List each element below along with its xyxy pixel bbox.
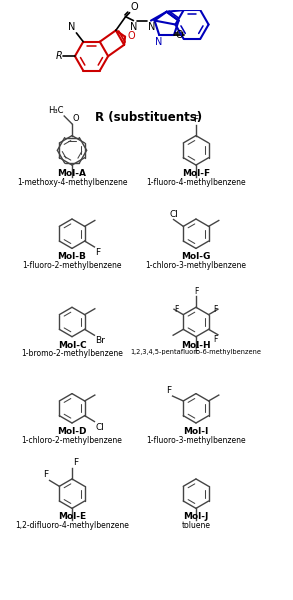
Text: Cl: Cl	[96, 422, 104, 431]
Text: N: N	[68, 22, 75, 32]
Text: Mol-E: Mol-E	[58, 512, 86, 521]
Text: Mol-A: Mol-A	[57, 169, 86, 178]
Text: Mol-G: Mol-G	[181, 253, 211, 262]
Text: 1-fluoro-4-methylbenzene: 1-fluoro-4-methylbenzene	[146, 178, 246, 187]
Text: N: N	[156, 37, 163, 47]
Text: Mol-B: Mol-B	[57, 253, 86, 262]
Text: toluene: toluene	[181, 521, 210, 530]
Text: O: O	[73, 114, 80, 123]
Text: 1-fluoro-2-methylbenzene: 1-fluoro-2-methylbenzene	[22, 261, 122, 270]
Text: Mol-D: Mol-D	[57, 427, 87, 436]
Text: O: O	[175, 30, 183, 40]
Text: 1-methoxy-4-methylbenzene: 1-methoxy-4-methylbenzene	[17, 178, 127, 187]
Text: F: F	[43, 470, 49, 479]
Text: F: F	[214, 335, 218, 344]
Text: F: F	[194, 347, 198, 356]
Text: Mol-J: Mol-J	[183, 512, 209, 521]
Text: Cl: Cl	[169, 209, 178, 218]
Text: 1-chloro-3-methylbenzene: 1-chloro-3-methylbenzene	[145, 261, 246, 270]
Text: F: F	[174, 305, 178, 314]
Text: O: O	[130, 2, 138, 12]
Text: F: F	[214, 305, 218, 314]
Text: H₃C: H₃C	[48, 106, 63, 115]
Text: F: F	[194, 287, 198, 296]
Text: N: N	[130, 22, 137, 32]
Text: F: F	[96, 248, 100, 257]
Text: 1-bromo-2-methylbenzene: 1-bromo-2-methylbenzene	[21, 349, 123, 358]
Text: 1-fluoro-3-methylbenzene: 1-fluoro-3-methylbenzene	[146, 436, 246, 445]
Text: N: N	[148, 22, 155, 32]
Text: Mol-F: Mol-F	[182, 169, 210, 178]
Text: F: F	[193, 115, 199, 124]
Text: R (substituents): R (substituents)	[95, 111, 202, 124]
Text: 1,2-difluoro-4-methylbenzene: 1,2-difluoro-4-methylbenzene	[15, 521, 129, 530]
Text: F: F	[73, 458, 78, 467]
Text: Mol-C: Mol-C	[58, 341, 86, 350]
Text: Mol-H: Mol-H	[181, 341, 211, 350]
Text: 1-chloro-2-methylbenzene: 1-chloro-2-methylbenzene	[22, 436, 122, 445]
Text: R: R	[55, 51, 62, 61]
Text: Mol-I: Mol-I	[183, 427, 209, 436]
Text: Br: Br	[96, 336, 105, 345]
Text: F: F	[166, 386, 172, 395]
Text: 1,2,3,4,5-pentafluoro-6-methylbenzene: 1,2,3,4,5-pentafluoro-6-methylbenzene	[130, 349, 261, 355]
Text: O: O	[127, 31, 135, 41]
